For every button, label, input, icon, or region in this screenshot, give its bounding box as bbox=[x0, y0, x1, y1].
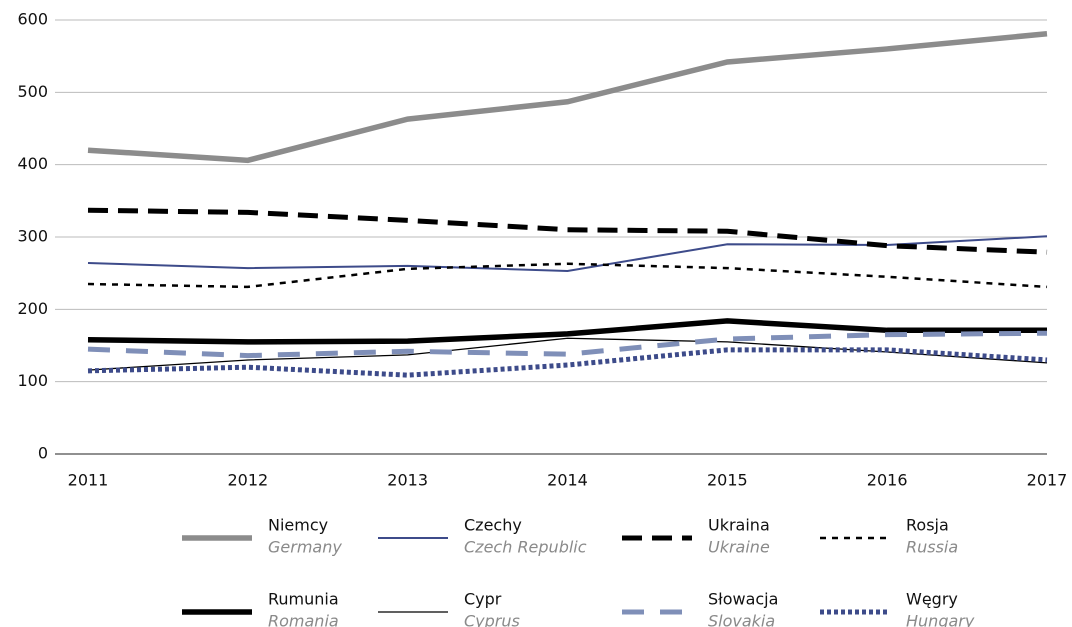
series-line bbox=[87, 207, 1048, 255]
legend-label: Niemcy bbox=[268, 516, 328, 535]
series-line bbox=[87, 330, 1048, 359]
series-line bbox=[87, 318, 1047, 345]
y-tick-label: 100 bbox=[17, 371, 48, 390]
x-tick-label: 2011 bbox=[68, 471, 109, 490]
y-tick-label: 400 bbox=[17, 154, 48, 173]
legend-label: Ukraina bbox=[708, 516, 770, 535]
series-line bbox=[87, 235, 1048, 272]
y-tick-label: 300 bbox=[17, 227, 48, 246]
legend-label: Rosja bbox=[906, 516, 949, 535]
y-tick-label: 600 bbox=[17, 10, 48, 29]
y-tick-label: 0 bbox=[38, 444, 48, 463]
series-line bbox=[87, 31, 1048, 164]
legend-label: Węgry bbox=[906, 590, 958, 609]
legend-label-en: Cyprus bbox=[464, 612, 520, 627]
legend-label: Rumunia bbox=[268, 590, 339, 609]
legend-label: Słowacja bbox=[708, 590, 778, 609]
legend-label: Cypr bbox=[464, 590, 502, 609]
legend-label: Czechy bbox=[464, 516, 522, 535]
x-tick-label: 2017 bbox=[1027, 471, 1068, 490]
legend-label-en: Germany bbox=[268, 538, 342, 557]
x-tick-label: 2015 bbox=[707, 471, 748, 490]
legend-label-en: Hungary bbox=[906, 612, 975, 627]
x-tick-label: 2013 bbox=[387, 471, 428, 490]
x-tick-label: 2014 bbox=[547, 471, 588, 490]
series-line bbox=[87, 262, 1048, 289]
x-tick-label: 2012 bbox=[227, 471, 268, 490]
x-tick-label: 2016 bbox=[867, 471, 908, 490]
series-line bbox=[87, 347, 1048, 378]
y-tick-label: 200 bbox=[17, 299, 48, 318]
legend-label-en: Romania bbox=[268, 612, 339, 627]
y-tick-label: 500 bbox=[17, 82, 48, 101]
legend-label-en: Czech Republic bbox=[464, 538, 587, 557]
legend-label-en: Russia bbox=[906, 538, 958, 557]
legend-label-en: Slovakia bbox=[708, 612, 775, 627]
legend-label-en: Ukraine bbox=[708, 538, 770, 557]
